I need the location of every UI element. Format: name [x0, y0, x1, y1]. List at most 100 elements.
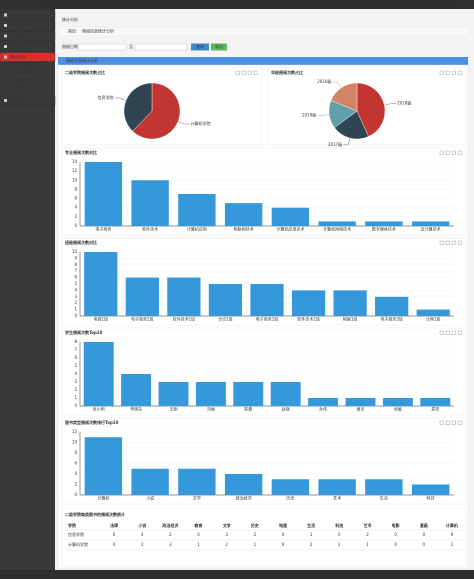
y-tick-label: 7: [74, 268, 77, 273]
toolbar-icon[interactable]: [439, 330, 444, 335]
x-tick-label: 陈晨: [244, 406, 252, 412]
bar: [233, 382, 264, 406]
pie-label: 2018级: [397, 100, 411, 106]
menu-item[interactable]: [0, 52, 56, 62]
table-cell: 9: [451, 532, 454, 537]
submenu-label[interactable]: 读者借阅统计分析: [10, 76, 42, 82]
bar: [178, 468, 216, 495]
table-box: [61, 507, 467, 567]
x-tick-label: 物联网技术: [234, 226, 254, 232]
pie-leader: [343, 138, 351, 146]
breadcrumb[interactable]: 首页: [68, 28, 76, 34]
toolbar-icon[interactable]: [445, 240, 450, 245]
toolbar-icon[interactable]: [457, 150, 462, 155]
logout[interactable]: 退出系统: [452, 1, 468, 7]
x-tick-label: 电子商务: [95, 226, 111, 232]
toolbar-icon[interactable]: [451, 420, 456, 425]
table-header: 法律: [110, 522, 118, 528]
table-header: 艺术: [363, 522, 371, 528]
app-title: 借阅统计分析系统: [5, 1, 38, 7]
toolbar-icon[interactable]: [457, 240, 462, 245]
toolbar-icon[interactable]: [451, 330, 456, 335]
y-tick-label: 1: [74, 307, 77, 312]
x-tick-label: 物联1班: [343, 316, 358, 322]
x-tick-label: 计算机: [97, 495, 109, 501]
y-tick-label: 4: [74, 205, 77, 210]
chart-box: [61, 417, 467, 505]
toolbar-icon[interactable]: [235, 70, 240, 75]
submenu-label[interactable]: 书库统计: [10, 84, 26, 90]
y-tick-label: 2: [74, 482, 77, 487]
y-tick-label: 2: [74, 300, 77, 305]
toolbar-icon[interactable]: [439, 420, 444, 425]
toolbar-icon[interactable]: [445, 330, 450, 335]
query-button[interactable]: [191, 43, 209, 51]
toolbar-icon[interactable]: [457, 420, 462, 425]
toolbar-icon[interactable]: [439, 70, 444, 75]
toolbar-icon[interactable]: [439, 240, 444, 245]
x-tick-label: 赵强: [282, 406, 290, 412]
y-tick-label: 3: [74, 294, 77, 299]
y-tick-label: 6: [74, 275, 77, 280]
toolbar-icon[interactable]: [451, 70, 456, 75]
top-bar: [0, 0, 474, 9]
toolbar-icon[interactable]: [241, 70, 246, 75]
bar: [131, 180, 169, 226]
toolbar-icon[interactable]: [445, 420, 450, 425]
bar: [382, 398, 413, 406]
breadcrumb-bar: [57, 26, 469, 37]
x-tick-label: 王刚: [170, 406, 178, 412]
pie-leader: [114, 97, 127, 101]
y-tick-label: 6: [74, 461, 77, 466]
table-cell: 1: [254, 542, 257, 547]
bar: [345, 398, 376, 406]
menu-item[interactable]: [0, 31, 56, 41]
menu-icon: [4, 55, 7, 59]
y-tick-label: 10: [72, 177, 78, 182]
bar: [365, 221, 403, 226]
menu-item[interactable]: [0, 95, 56, 106]
menu-icon: [4, 99, 7, 102]
bar: [270, 382, 301, 406]
x-tick-label: 计算机应用: [187, 226, 207, 232]
toolbar-icon[interactable]: [247, 70, 252, 75]
table-cell: 0: [282, 542, 285, 547]
y-tick-label: 6: [74, 355, 77, 360]
table-cell: 0: [113, 542, 116, 547]
toolbar-icon[interactable]: [451, 240, 456, 245]
bar: [84, 252, 118, 316]
y-tick-label: 4: [74, 371, 77, 376]
date-input[interactable]: [77, 43, 127, 51]
submenu-label[interactable]: 借阅人次数统计: [10, 68, 38, 74]
menu-item[interactable]: [0, 10, 56, 20]
table-cell: 2: [225, 542, 228, 547]
footer: [0, 570, 474, 579]
table-cell: 0: [113, 532, 116, 537]
x-tick-label: 电商1班: [94, 316, 109, 322]
toolbar-icon[interactable]: [457, 70, 462, 75]
toolbar-icon[interactable]: [451, 150, 456, 155]
toolbar-icon[interactable]: [457, 330, 462, 335]
x-tick-label: 周杰: [357, 406, 365, 412]
toolbar-icon[interactable]: [445, 70, 450, 75]
breadcrumb: 借阅信息统计分析: [82, 28, 114, 34]
menu-item[interactable]: [0, 20, 56, 31]
export-button[interactable]: [211, 43, 227, 51]
x-tick-label: 数字媒体技术: [372, 226, 396, 232]
submenu-label[interactable]: 借阅信息统计分析: [10, 60, 42, 66]
toolbar-icon[interactable]: [439, 150, 444, 155]
y-tick-label: 1: [74, 395, 77, 400]
x-tick-label: 文学: [193, 495, 201, 501]
menu-label: 借阅管理: [10, 32, 26, 38]
toolbar-icon[interactable]: [445, 150, 450, 155]
page-title: 统计分析: [62, 16, 78, 22]
pie-slice: [356, 82, 386, 137]
date-input[interactable]: [134, 43, 188, 51]
toolbar-icon[interactable]: [253, 70, 258, 75]
menu-item[interactable]: [0, 41, 56, 52]
table-cell: 2: [366, 532, 369, 537]
x-tick-label: 电子商务3班: [380, 316, 403, 322]
table-header: 学院: [68, 522, 76, 528]
y-tick-label: 4: [74, 471, 77, 476]
